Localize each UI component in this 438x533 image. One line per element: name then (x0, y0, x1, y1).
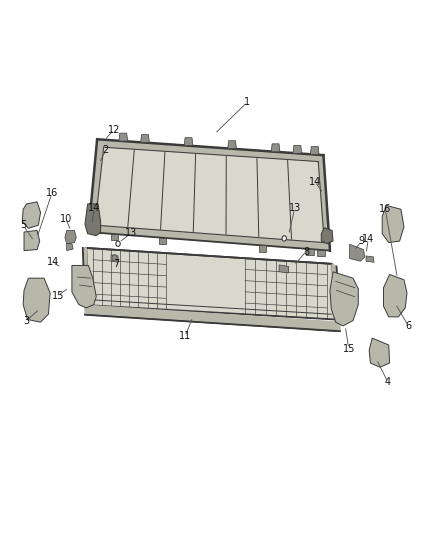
Polygon shape (311, 147, 319, 155)
Polygon shape (65, 230, 76, 244)
Text: 12: 12 (107, 125, 120, 135)
Text: 8: 8 (303, 247, 309, 257)
Polygon shape (366, 256, 374, 262)
Polygon shape (97, 139, 323, 161)
Circle shape (112, 255, 117, 261)
Text: 10: 10 (60, 214, 72, 224)
Polygon shape (258, 245, 266, 252)
Polygon shape (95, 147, 324, 243)
Text: 4: 4 (385, 377, 391, 387)
Circle shape (282, 236, 286, 241)
Text: 16: 16 (46, 188, 58, 198)
Polygon shape (23, 278, 50, 322)
Circle shape (116, 241, 120, 246)
Polygon shape (111, 234, 118, 240)
Polygon shape (111, 255, 118, 262)
Polygon shape (279, 265, 289, 273)
Polygon shape (119, 133, 127, 141)
Text: 14: 14 (362, 234, 374, 244)
Polygon shape (307, 249, 314, 255)
Polygon shape (384, 274, 407, 317)
Polygon shape (85, 204, 101, 236)
Polygon shape (332, 264, 340, 322)
Polygon shape (318, 250, 325, 256)
Text: 15: 15 (343, 344, 355, 354)
Text: 14: 14 (46, 257, 59, 267)
Polygon shape (321, 228, 333, 244)
Polygon shape (369, 338, 390, 367)
Polygon shape (330, 272, 358, 326)
Polygon shape (22, 202, 41, 228)
Text: 16: 16 (379, 204, 392, 214)
Text: 14: 14 (88, 203, 100, 213)
Polygon shape (24, 230, 40, 251)
Text: 2: 2 (103, 145, 109, 155)
Polygon shape (88, 139, 104, 232)
Polygon shape (350, 244, 365, 261)
Text: 11: 11 (179, 332, 191, 342)
Polygon shape (83, 248, 88, 305)
Polygon shape (86, 248, 336, 319)
Text: 3: 3 (24, 316, 30, 326)
Text: 14: 14 (309, 176, 321, 187)
Polygon shape (72, 265, 96, 308)
Polygon shape (88, 225, 330, 251)
Text: 13: 13 (289, 203, 301, 213)
Text: 1: 1 (244, 97, 251, 107)
Text: 5: 5 (20, 220, 26, 230)
Polygon shape (228, 141, 237, 149)
Polygon shape (382, 206, 404, 243)
Polygon shape (67, 244, 73, 251)
Text: 9: 9 (359, 236, 365, 246)
Text: 6: 6 (405, 321, 411, 331)
Polygon shape (141, 135, 149, 143)
Polygon shape (318, 155, 330, 251)
Text: 15: 15 (52, 290, 64, 301)
Polygon shape (159, 238, 166, 244)
Polygon shape (271, 144, 280, 152)
Text: 7: 7 (113, 259, 119, 269)
Polygon shape (293, 146, 302, 154)
Polygon shape (85, 305, 340, 331)
Polygon shape (184, 138, 193, 146)
Text: 13: 13 (125, 228, 137, 238)
